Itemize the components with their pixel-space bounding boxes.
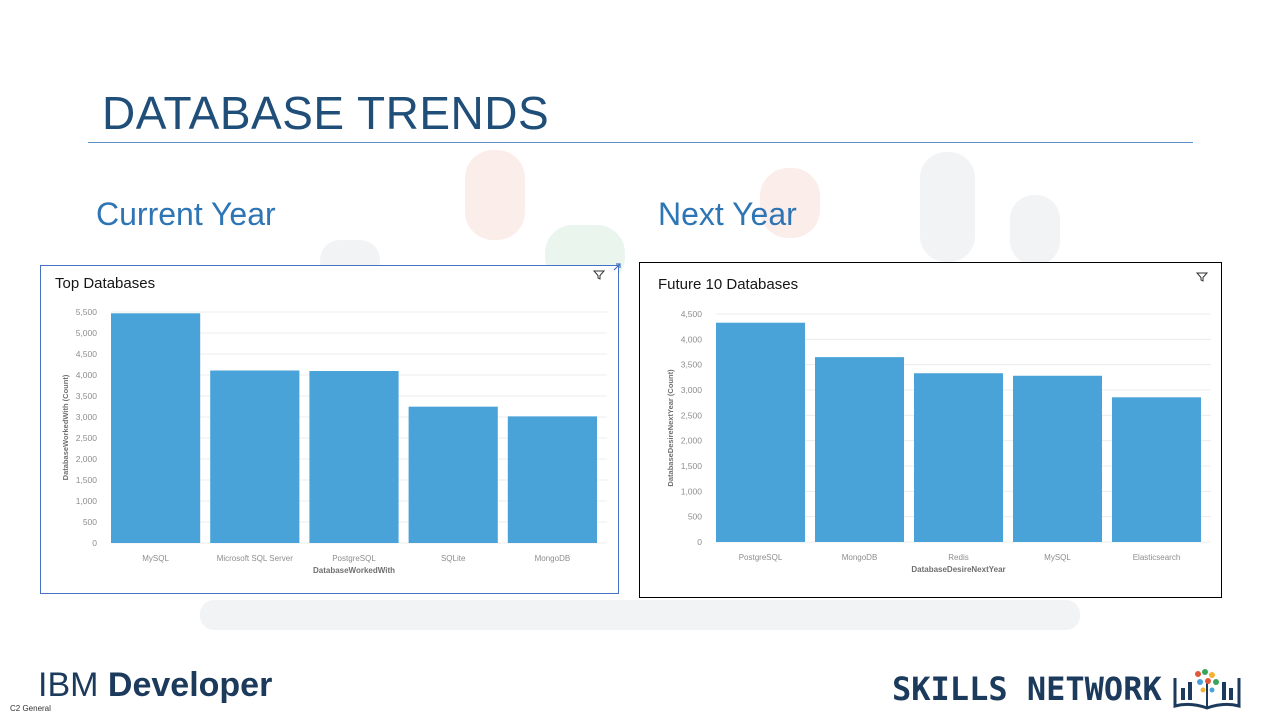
y-tick-label: 4,000: [681, 334, 703, 344]
top-databases-chart: 0 500 1,000 1,500 2,000 2,500 3,000 3,500 4,000 4…: [61, 307, 607, 575]
x-tick-label: PostgreSQL: [739, 553, 783, 562]
x-tick-label: MySQL: [1044, 553, 1071, 562]
bar: [1013, 375, 1102, 542]
y-tick-label: 2,000: [681, 436, 703, 446]
y-axis-label: DatabaseDesireNextYear (Count): [666, 369, 675, 487]
y-tick-label: 0: [697, 537, 702, 547]
y-tick-label: 3,000: [681, 385, 703, 395]
next-year-label: Next Year: [658, 196, 797, 232]
bar: [507, 416, 597, 543]
classification-tag: C2 General: [10, 704, 51, 713]
bar: [716, 322, 805, 542]
y-tick-label: 500: [83, 517, 97, 527]
ibm-logo-text: IBM: [38, 666, 108, 704]
y-tick-label: 1,000: [76, 496, 98, 506]
x-tick-label: Redis: [948, 553, 968, 562]
bar: [914, 373, 1003, 542]
developer-logo-text: Developer: [107, 666, 273, 704]
bar: [408, 406, 498, 543]
y-tick-label: 1,500: [681, 461, 703, 471]
future-databases-panel: Future 10 Databases 0 500 1,000 1,500 2,000 2…: [639, 262, 1222, 598]
y-tick-label: 5,500: [76, 307, 98, 317]
current-year-label: Current Year: [96, 196, 276, 232]
slide-title: DATABASE TRENDS: [102, 87, 550, 139]
x-tick-label: MongoDB: [842, 553, 878, 562]
x-axis-label: DatabaseWorkedWith: [313, 566, 395, 575]
filter-icon[interactable]: [1196, 271, 1208, 283]
y-tick-label: 1,500: [76, 475, 98, 485]
y-tick-label: 3,500: [76, 391, 98, 401]
ibm-developer-logo: IBM Developer: [38, 666, 272, 705]
y-tick-label: 3,000: [76, 412, 98, 422]
bar: [1112, 397, 1201, 542]
top-databases-panel: Top Databases 0 500 1,000 1,500 2,000 2,500 3,…: [40, 263, 621, 594]
bar: [210, 370, 300, 543]
y-tick-label: 2,500: [76, 433, 98, 443]
y-tick-label: 4,000: [76, 370, 98, 380]
skills-network-logo-text: SKILLS NETWORK: [892, 670, 1162, 708]
bar: [815, 357, 904, 542]
chart-title: Top Databases: [55, 275, 156, 292]
book-logo-icon: [1173, 669, 1241, 710]
x-tick-label: PostgreSQL: [332, 554, 376, 563]
x-tick-label: SQLite: [441, 554, 466, 563]
bar: [309, 371, 399, 543]
y-tick-label: 1,000: [681, 486, 703, 496]
x-tick-label: MongoDB: [535, 554, 571, 563]
y-tick-label: 5,000: [76, 328, 98, 338]
bar: [111, 313, 201, 543]
future-databases-chart: 0 500 1,000 1,500 2,000 2,500 3,000 3,500 4,000 4…: [666, 309, 1211, 574]
filter-icon[interactable]: [593, 269, 605, 281]
x-tick-label: Microsoft SQL Server: [217, 554, 294, 563]
title-divider: [88, 142, 1193, 143]
chart-title: Future 10 Databases: [658, 276, 799, 293]
y-axis-label: DatabaseWorkedWith (Count): [61, 374, 70, 480]
x-axis-label: DatabaseDesireNextYear: [911, 565, 1005, 574]
y-tick-label: 0: [92, 538, 97, 548]
x-tick-label: Elasticsearch: [1133, 553, 1181, 562]
y-tick-label: 4,500: [76, 349, 98, 359]
y-tick-label: 3,500: [681, 360, 703, 370]
expand-icon[interactable]: [611, 261, 623, 273]
y-tick-label: 2,000: [76, 454, 98, 464]
y-tick-label: 2,500: [681, 410, 703, 420]
y-tick-label: 4,500: [681, 309, 703, 319]
x-tick-label: MySQL: [142, 554, 169, 563]
y-tick-label: 500: [688, 512, 702, 522]
